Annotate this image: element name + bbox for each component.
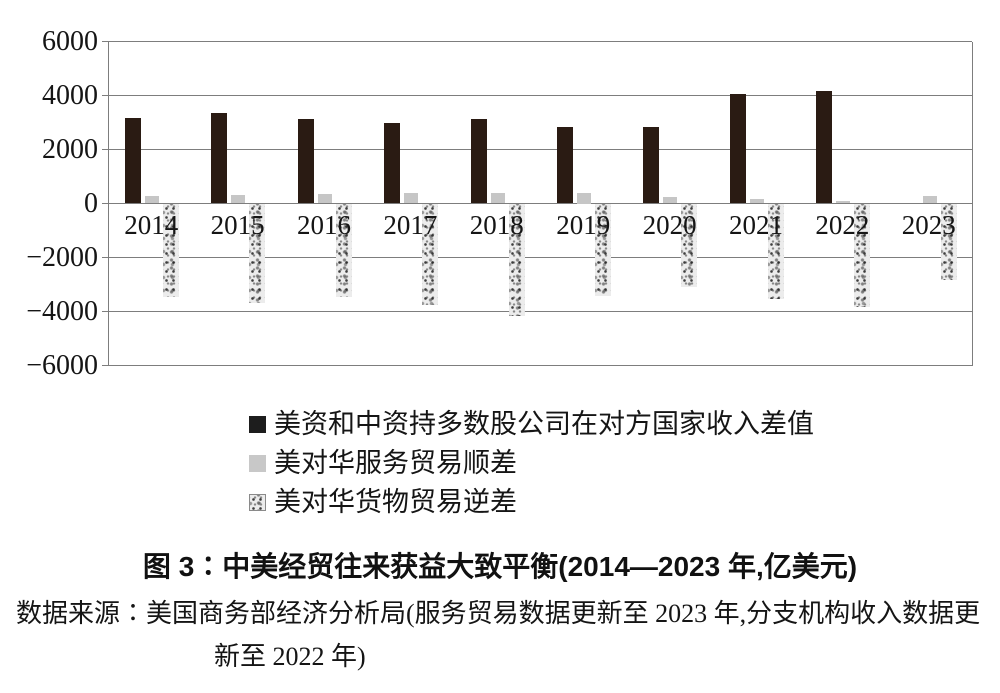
y-tick-label: 2000: [42, 133, 98, 165]
bar: [729, 93, 746, 204]
x-tick-label: 2020: [642, 209, 697, 240]
bar: [490, 192, 505, 204]
legend-item: 美对华货物贸易逆差: [249, 483, 814, 522]
figure-source-line-2: 新至 2022 年): [214, 642, 366, 671]
bar: [231, 195, 246, 204]
x-tick-label: 2015: [210, 209, 265, 240]
gridline: [108, 203, 972, 204]
figure-title: 图 3∶中美经贸往来获益大致平衡(2014—2023 年,亿美元): [142, 551, 858, 582]
bar: [125, 117, 141, 204]
bar: [767, 203, 784, 300]
bar: [816, 91, 833, 204]
legend-label: 美对华货物贸易逆差: [274, 487, 517, 517]
bar: [681, 203, 698, 288]
gridline: [108, 311, 972, 312]
y-tick-label: −6000: [26, 349, 98, 381]
bar: [145, 196, 159, 204]
bar: [297, 118, 314, 204]
legend-marker-speckled: [249, 494, 266, 511]
legend-marker-solid-lightgray: [249, 455, 266, 472]
bar: [384, 123, 401, 204]
bar: [595, 203, 611, 297]
gridline: [108, 95, 972, 96]
y-tick-label: −2000: [26, 241, 98, 273]
bar: [317, 193, 332, 204]
legend-item: 美对华服务贸易顺差: [249, 444, 814, 483]
y-tick-label: 6000: [42, 25, 98, 57]
y-axis-tick: [102, 311, 108, 312]
plot-right-border: [972, 41, 973, 366]
gridline: [108, 149, 972, 150]
x-tick-label: 2019: [556, 209, 611, 240]
x-tick-label: 2021: [728, 209, 783, 240]
x-tick-label: 2016: [296, 209, 351, 240]
legend-item: 美资和中资持多数股公司在对方国家收入差值: [249, 405, 814, 444]
y-axis-tick: [102, 203, 108, 204]
bar: [557, 127, 573, 204]
chart-legend: 美资和中资持多数股公司在对方国家收入差值 美对华服务贸易顺差 美对华货物贸易逆差: [249, 405, 814, 522]
bar: [211, 113, 228, 204]
y-axis-tick: [102, 365, 108, 366]
bar: [836, 200, 851, 204]
bar: [577, 193, 591, 204]
bar: [663, 197, 678, 204]
bar: [470, 119, 487, 204]
y-tick-label: −4000: [26, 295, 98, 327]
y-axis-tick: [102, 41, 108, 42]
bar: [404, 193, 419, 204]
bar: [854, 203, 871, 307]
y-axis-tick: [102, 257, 108, 258]
figure-source-line-1: 数据来源∶美国商务部经济分析局(服务贸易数据更新至 2023 年,分支机构收入数…: [16, 599, 981, 628]
bar: [643, 126, 660, 204]
x-tick-label: 2022: [815, 209, 870, 240]
y-axis-tick: [102, 149, 108, 150]
x-tick-label: 2014: [124, 209, 179, 240]
x-tick-label: 2023: [901, 209, 956, 240]
x-tick-label: 2018: [469, 209, 524, 240]
bar: [749, 199, 764, 204]
bar: [335, 203, 352, 297]
bar: [508, 203, 525, 317]
y-tick-label: 4000: [42, 79, 98, 111]
bar: [249, 203, 266, 304]
bar: [163, 203, 179, 297]
bar: [422, 203, 439, 306]
legend-marker-solid-black: [249, 416, 266, 433]
bar: [922, 196, 937, 204]
gridline: [108, 257, 972, 258]
gridline: [108, 41, 972, 42]
gridline: [108, 365, 972, 366]
y-axis-line: [108, 41, 109, 366]
bar: [940, 203, 957, 280]
legend-label: 美资和中资持多数股公司在对方国家收入差值: [274, 409, 814, 439]
y-axis-tick: [102, 95, 108, 96]
x-tick-label: 2017: [383, 209, 438, 240]
y-tick-label: 0: [84, 187, 98, 219]
legend-label: 美对华服务贸易顺差: [274, 448, 517, 478]
